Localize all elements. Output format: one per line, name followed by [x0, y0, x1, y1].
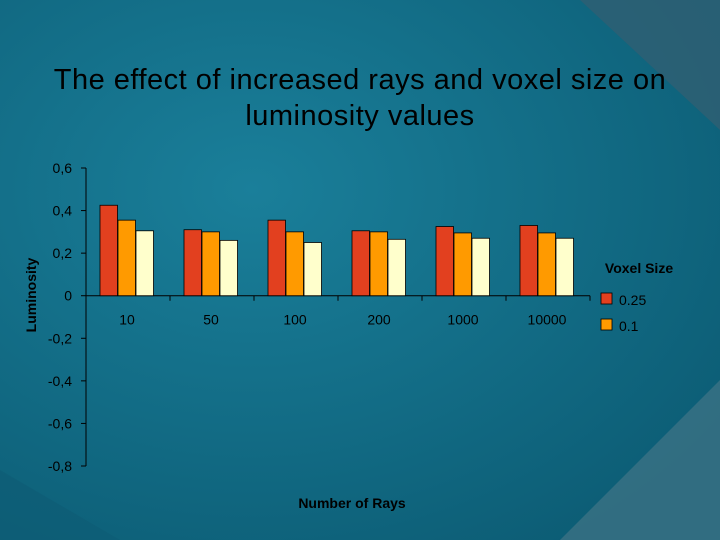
bar-series-3-10000 [555, 237, 574, 297]
corner-shape-top-right [580, 0, 720, 130]
y-axis-ticks: 0,6 0,4 0,2 0 -0,2 -0,4 -0,6 -0,8 [48, 160, 86, 474]
bar-0.1-10 [117, 219, 136, 297]
bars [99, 204, 591, 301]
x-axis-title: Number of Rays [298, 495, 406, 511]
x-tick-label: 1000 [447, 312, 478, 328]
x-tick-label: 10 [119, 312, 135, 328]
x-axis-labels: 10 50 100 200 1000 10000 [119, 312, 566, 328]
x-tick-label: 100 [283, 312, 307, 328]
legend-label-0.25: 0.25 [619, 292, 646, 308]
legend-swatch-0.1 [600, 318, 613, 331]
y-tick-label: -0,8 [48, 458, 72, 474]
y-tick-label: 0 [64, 288, 72, 304]
y-tick-label: 0,2 [53, 245, 73, 261]
bar-0.1-100 [285, 231, 304, 297]
bar-0.25-50 [183, 229, 202, 297]
bar-0.25-10 [99, 204, 118, 297]
y-axis-title: Luminosity [23, 257, 39, 332]
x-tick-label: 200 [367, 312, 391, 328]
bar-0.1-50 [201, 231, 220, 297]
y-tick-label: -0,2 [48, 330, 72, 346]
y-tick-label: -0,4 [48, 373, 72, 389]
legend-label-0.1: 0.1 [619, 318, 639, 334]
bar-series-3-200 [387, 238, 406, 297]
y-tick-label: 0,4 [53, 203, 73, 219]
legend-swatch-0.25 [600, 292, 613, 305]
bar-0.25-10000 [519, 225, 538, 297]
y-tick-label: -0,6 [48, 415, 72, 431]
y-tick-label: 0,6 [53, 160, 73, 176]
bar-0.25-100 [267, 219, 286, 297]
corner-shape-bottom-left [0, 470, 120, 540]
x-tick-label: 10000 [528, 312, 567, 328]
chart-title: The effect of increased rays and voxel s… [53, 64, 667, 132]
bar-0.25-200 [351, 230, 370, 297]
legend-title: Voxel Size [605, 260, 673, 276]
legend: Voxel Size 0.25 0.1 [600, 260, 673, 334]
bar-0.1-200 [369, 231, 388, 297]
bar-0.25-1000 [435, 226, 454, 297]
bar-series-3-10 [135, 230, 154, 297]
bar-series-3-50 [219, 239, 238, 297]
bar-0.1-1000 [453, 232, 472, 297]
bar-series-3-100 [303, 242, 322, 297]
bar-series-3-1000 [471, 237, 490, 297]
x-tick-label: 50 [203, 312, 219, 328]
bar-0.1-10000 [537, 232, 556, 297]
corner-shape-bottom-right [560, 380, 720, 540]
